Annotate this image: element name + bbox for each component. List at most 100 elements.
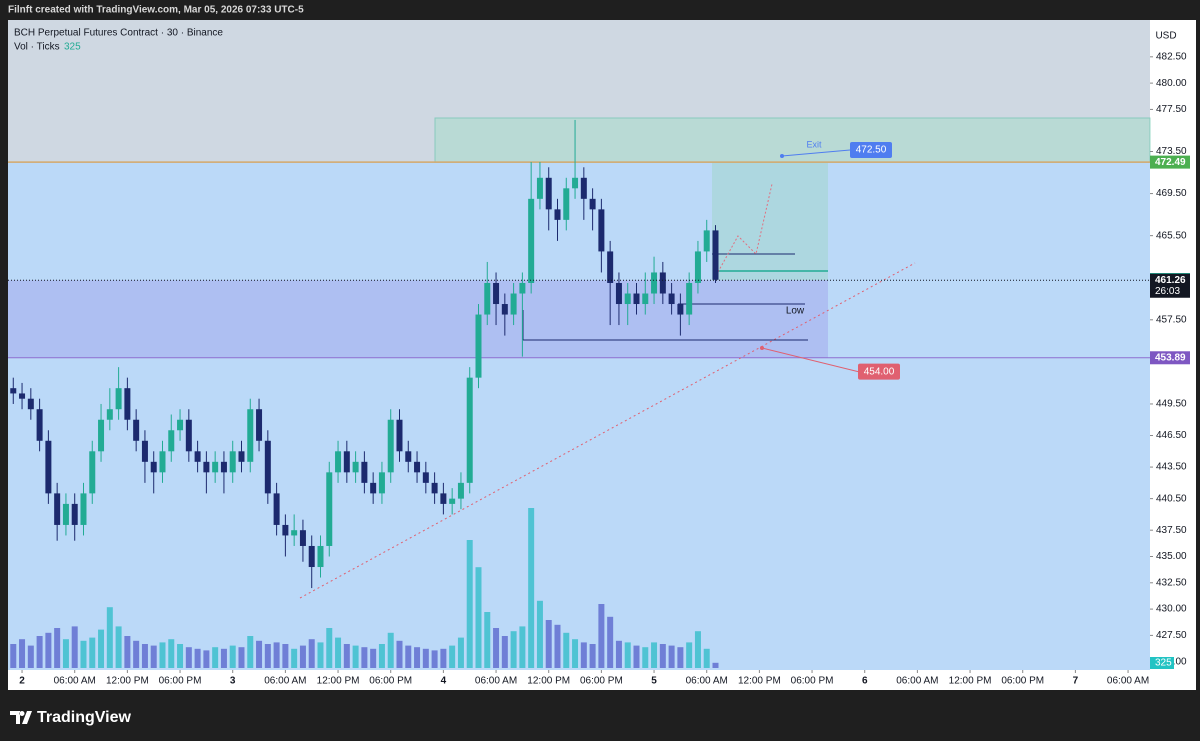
candle-body: [317, 545, 324, 568]
x-tick-label: 12:00 PM: [527, 676, 570, 687]
y-tick-label: 449.50: [1156, 399, 1187, 410]
volume-bar: [115, 626, 122, 668]
volume-bar: [484, 612, 491, 668]
candle-body: [36, 409, 43, 441]
volume-bar: [89, 637, 96, 668]
candle-body: [168, 430, 175, 452]
callout-label: 454.00: [864, 366, 895, 377]
candle-body: [133, 419, 140, 441]
candle-body: [554, 209, 561, 220]
volume-bar: [580, 642, 587, 668]
price-label-bg: [1150, 351, 1190, 365]
candle-body: [229, 451, 236, 473]
callout-box: [858, 363, 900, 380]
volume-bar: [493, 628, 500, 668]
candle-body: [528, 198, 535, 283]
callout-line: [761, 347, 859, 373]
volume-bar: [106, 607, 113, 668]
volume-label: Vol · Ticks: [14, 42, 60, 53]
candle-body: [256, 409, 263, 441]
volume-bar: [168, 639, 175, 668]
volume-bar: [45, 632, 52, 668]
volume-bar: [150, 645, 157, 668]
candle-body: [98, 419, 105, 452]
volume-bar: [563, 632, 570, 668]
time-axis: [8, 670, 1150, 690]
y-tick-label: 437.50: [1156, 525, 1187, 536]
volume-bar: [668, 645, 675, 668]
x-tick-label: 12:00 PM: [317, 676, 360, 687]
volume-bar: [457, 637, 464, 668]
candle-body: [686, 282, 693, 315]
y-tick-label: 473.50: [1156, 146, 1187, 157]
candle-body: [405, 451, 412, 462]
volume-bar: [291, 648, 298, 668]
candle-body: [299, 530, 306, 546]
candle-body: [651, 272, 658, 294]
volume-bar: [264, 644, 271, 668]
volume-bar: [19, 639, 26, 668]
x-tick-label: 3: [230, 676, 236, 687]
volume-bar: [273, 642, 280, 668]
candle-body: [19, 393, 26, 399]
brand-logo: [10, 711, 32, 724]
callout-line: [781, 149, 851, 157]
x-tick-label: 4: [441, 676, 447, 687]
volume-bar: [308, 639, 315, 668]
candle-body: [642, 293, 649, 305]
candle-body: [659, 272, 666, 294]
volume-bar: [466, 540, 473, 668]
volume-bar: [536, 600, 543, 668]
candle-body: [607, 251, 614, 283]
candle-body: [106, 409, 113, 420]
volume-bar: [607, 616, 614, 668]
volume-bar: [378, 644, 385, 668]
candle-body: [457, 482, 464, 499]
volume-bar: [177, 644, 184, 668]
volume-bar: [343, 644, 350, 668]
callout-label: 472.50: [856, 145, 887, 156]
x-tick-label: 06:00 PM: [1001, 676, 1044, 687]
candle-body: [598, 209, 605, 252]
candle-body: [624, 293, 631, 305]
volume-bar: [256, 640, 263, 668]
candle-body: [150, 461, 157, 473]
candle-body: [10, 388, 17, 394]
y-tick-label: 443.50: [1156, 462, 1187, 473]
volume-bar: [589, 644, 596, 668]
candle-body: [212, 461, 219, 473]
candle-body: [71, 503, 78, 525]
x-tick-label: 5: [651, 676, 657, 687]
candle-body: [703, 230, 710, 252]
volume-last-axis: 325: [1155, 658, 1172, 669]
price-label: 461.26: [1155, 275, 1186, 286]
candle-body: [203, 461, 210, 473]
volume-bar: [449, 645, 456, 668]
candle-body: [115, 388, 122, 410]
x-tick-label: 2: [19, 676, 25, 687]
candle-body: [89, 451, 96, 494]
x-tick-label: 12:00 PM: [106, 676, 149, 687]
volume-bar: [633, 645, 640, 668]
candle-body: [238, 451, 245, 462]
volume-bar: [36, 636, 43, 668]
y-tick-label: 440.50: [1156, 493, 1187, 504]
low-note: Low: [786, 306, 805, 317]
volume-bar: [624, 642, 631, 668]
candle-body: [668, 293, 675, 305]
candle-body: [352, 461, 359, 473]
candle-body: [177, 419, 184, 431]
candle-body: [633, 293, 640, 305]
volume-bar: [572, 639, 579, 668]
candle-body: [431, 482, 438, 494]
price-label: 472.49: [1155, 157, 1186, 168]
x-tick-label: 06:00 PM: [580, 676, 623, 687]
currency: USD: [1155, 31, 1176, 42]
candle-body: [493, 282, 500, 305]
volume-bar: [414, 647, 421, 668]
candle-body: [677, 304, 684, 315]
volume-bar: [133, 640, 140, 668]
x-tick-label: 06:00 AM: [54, 676, 96, 687]
